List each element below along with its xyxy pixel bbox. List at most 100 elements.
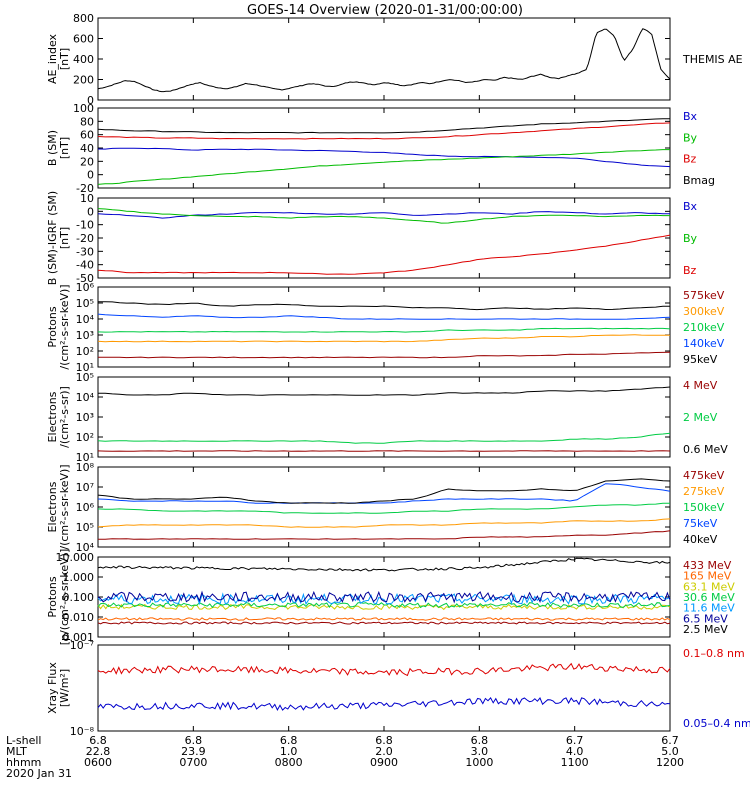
x-time-label: 1100 [561,756,589,769]
y-tick-label-xray: 10⁻⁷ [70,639,94,652]
series-line-bigrf [97,208,670,224]
y-axis-unit-protons: /(cm²-s-sr-keV)] [58,284,71,369]
y-tick-label-electrons1: 10³ [76,411,94,424]
legend-entry-bsm: Bx [683,110,698,123]
y-tick-label-bsm: 20 [80,155,94,168]
series-line-protons [97,334,670,343]
x-time-label: 0800 [275,756,303,769]
legend-entry-electrons2: 275keV [683,485,725,498]
series-line-electrons2 [97,518,671,528]
series-line-bigrf [97,234,671,275]
y-axis-unit-ae: [nT] [58,48,71,70]
legend-entry-protons2: 2.5 MeV [683,623,728,636]
x-axis-row-label: 2020 Jan 31 [6,767,72,780]
y-tick-label-electrons2: 10⁸ [76,461,95,474]
series-line-electrons1 [97,386,671,396]
y-axis-unit-bsm: [nT] [58,137,71,159]
x-mlt-label: 4.0 [566,745,584,758]
legend-entry-protons2: 63.1 MeV [683,580,735,593]
y-tick-label-protons: 10⁴ [76,313,95,326]
y-tick-label-electrons2: 10⁴ [76,541,95,554]
legend-entry-bigrf: Bx [683,200,698,213]
y-tick-label-ae: 0 [87,94,94,107]
y-tick-label-protons2: 0.100 [63,591,95,604]
series-line-xray [97,697,671,711]
legend-entry-protons: 210keV [683,321,725,334]
series-line-protons [97,313,671,320]
x-mlt-label: 1.0 [280,745,298,758]
x-lshell-label: 6.7 [566,734,584,747]
y-axis-unit-xray: [W/m²] [58,669,71,707]
legend-entry-electrons1: 4 MeV [683,379,718,392]
y-tick-label-electrons1: 10⁴ [76,391,95,404]
x-time-label: 1200 [656,756,684,769]
panel-frame-bigrf [97,197,671,279]
series-line-protons [98,351,671,359]
y-axis-label-bsm: B (SM) [46,130,59,166]
y-tick-label-bigrf: -50 [76,272,94,285]
y-tick-label-ae: 600 [73,33,94,46]
y-tick-label-bsm: 80 [80,115,94,128]
y-axis-label-protons: Protons [46,306,59,347]
y-tick-label-bigrf: -40 [76,259,94,272]
legend-entry-protons2: 165 MeV [683,570,732,583]
series-line-protons2 [97,557,671,572]
y-axis-label-protons2: Protons [46,576,59,617]
series-line-bsm [97,118,671,134]
series-line-xray [97,662,671,677]
legend-entry-bsm: Bz [683,153,697,166]
y-tick-label-protons2: 10.000 [56,551,95,564]
y-tick-label-ae: 200 [73,74,94,87]
y-tick-label-bigrf: 10 [80,192,94,205]
series-line-electrons2 [97,483,671,504]
series-line-electrons1 [97,450,671,452]
chart-title: GOES-14 Overview (2020-01-31/00:00:00) [247,3,523,18]
x-lshell-label: 6.8 [89,734,107,747]
series-line-electrons2 [97,502,671,514]
y-tick-label-bsm: 100 [73,102,94,115]
x-mlt-label: 5.0 [661,745,679,758]
y-axis-unit-protons2: [p/(cm²-s-sr-keV)] [58,549,71,646]
x-axis-row-label: MLT [6,745,27,758]
y-tick-label-bigrf: -10 [76,219,94,232]
y-tick-label-xray: 10⁻⁸ [70,725,95,738]
x-mlt-label: 3.0 [471,745,489,758]
legend-entry-bsm: Bmag [683,174,715,187]
y-tick-label-bsm: 40 [80,142,94,155]
x-lshell-label: 6.8 [375,734,393,747]
x-time-label: 0900 [370,756,398,769]
y-axis-unit-bigrf: [nT] [58,227,71,249]
panel-frame-protons [97,286,671,368]
legend-entry-bsm: By [683,131,698,144]
series-line-protons [97,301,670,311]
y-tick-label-electrons1: 10⁵ [76,371,94,384]
series-line-bsm [97,122,671,140]
y-tick-label-electrons2: 10⁶ [76,501,95,514]
y-tick-label-protons: 10¹ [76,361,94,374]
legend-entry-xray: 0.05–0.4 nm [683,717,750,730]
y-tick-label-protons: 10² [76,345,94,358]
x-lshell-label: 6.8 [471,734,489,747]
y-tick-label-protons2: 0.001 [63,631,95,644]
y-axis-unit-electrons1: /(cm²-s-sr)] [58,386,71,448]
y-tick-label-electrons1: 10² [76,431,94,444]
legend-entry-ae: THEMIS AE [682,53,743,66]
series-line-protons2 [97,592,671,606]
y-tick-label-protons: 10⁵ [76,297,94,310]
series-line-electrons2 [97,530,671,540]
y-tick-label-electrons2: 10⁵ [76,521,94,534]
legend-entry-protons2: 433 MeV [683,559,732,572]
legend-entry-electrons1: 2 MeV [683,411,718,424]
series-line-protons2 [97,590,671,604]
series-line-bsm [97,149,670,185]
x-lshell-label: 6.8 [185,734,203,747]
legend-entry-electrons2: 75keV [683,517,718,530]
series-line-electrons2 [97,478,671,504]
legend-entry-protons: 575keV [683,289,725,302]
y-tick-label-bigrf: -30 [76,245,94,258]
legend-entry-xray: 0.1–0.8 nm [683,647,745,660]
x-lshell-label: 6.7 [661,734,679,747]
y-axis-label-xray: Xray Flux [46,662,59,714]
